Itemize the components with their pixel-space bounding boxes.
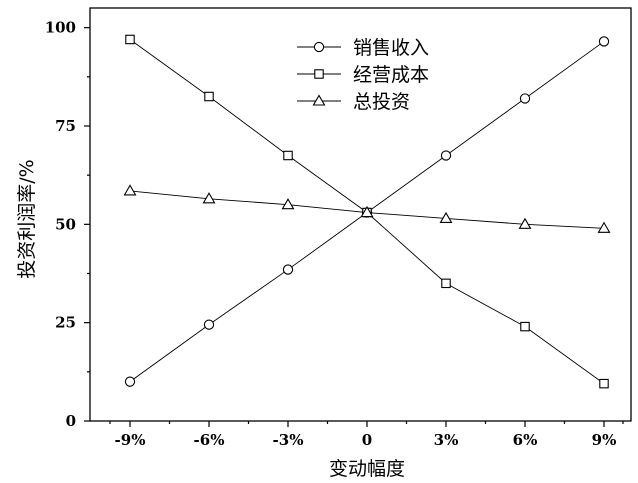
data-point-series-3 [439, 211, 453, 223]
data-point-series-2 [125, 34, 135, 45]
y-tick-label: 75 [55, 117, 76, 135]
data-point-series-1 [282, 264, 294, 275]
legend-marker [314, 69, 324, 79]
legend-marker [313, 41, 325, 53]
data-point-series-2 [204, 91, 214, 102]
x-axis-title: 变动幅度 [329, 458, 405, 480]
x-tick-label: -6% [194, 431, 225, 449]
x-tick-label: 6% [513, 431, 538, 449]
x-tick-label: 0 [362, 431, 372, 449]
data-point-series-3 [281, 198, 295, 210]
x-tick-label: 9% [592, 431, 617, 449]
legend-label: 经营成本 [353, 64, 429, 86]
x-tick-label: 3% [434, 431, 459, 449]
y-tick-label: 25 [55, 314, 76, 332]
legend-label: 总投资 [353, 91, 410, 113]
y-axis-title: 投资利润率/% [16, 159, 38, 278]
data-point-series-2 [441, 278, 451, 289]
data-point-series-1 [519, 93, 531, 104]
data-point-series-1 [124, 376, 136, 387]
data-point-series-3 [360, 205, 374, 218]
data-point-series-1 [203, 319, 215, 330]
data-point-series-3 [123, 184, 137, 196]
data-point-series-1 [440, 150, 452, 161]
legend-label: 销售收入 [353, 37, 429, 59]
data-point-series-3 [597, 221, 611, 233]
y-tick-label: 50 [55, 215, 76, 233]
data-point-series-1 [598, 36, 610, 47]
legend-marker [312, 94, 326, 106]
data-point-series-3 [518, 217, 532, 229]
data-point-series-2 [599, 378, 609, 389]
x-tick-label: -9% [115, 431, 146, 449]
plot-frame [89, 7, 632, 422]
y-tick-label: 100 [45, 19, 76, 37]
data-point-series-3 [202, 192, 216, 204]
x-tick-label: -3% [273, 431, 304, 449]
data-point-series-2 [520, 321, 530, 332]
data-point-series-2 [283, 150, 293, 161]
y-tick-label: 0 [66, 412, 76, 430]
